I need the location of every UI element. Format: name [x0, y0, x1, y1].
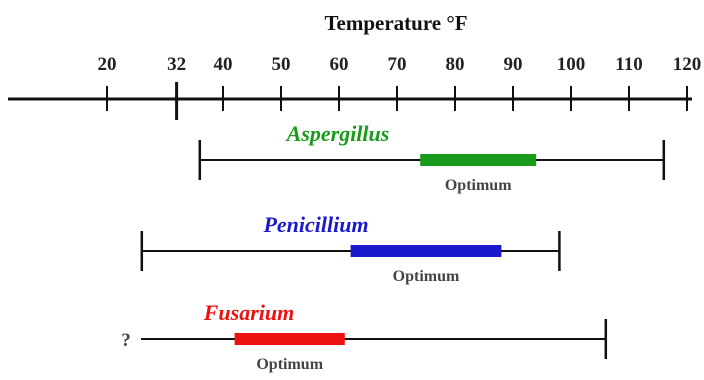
axis-tick-label: 70 — [388, 54, 407, 75]
optimum-label: Optimum — [256, 356, 323, 373]
axis-tick-label: 32 — [167, 54, 186, 75]
range-aspergillus: Aspergillus Optimum — [198, 121, 666, 194]
temperature-axis: 20 32 40 50 60 70 80 90 100 110 120 — [8, 54, 701, 120]
organism-name: Penicillium — [262, 212, 368, 237]
organism-name: Aspergillus — [285, 121, 390, 146]
axis-tick-label: 20 — [98, 54, 117, 75]
axis-tick-label: 50 — [272, 54, 291, 75]
axis-tick-label: 110 — [615, 54, 642, 75]
axis-tick-label: 100 — [557, 54, 586, 75]
diagram-title: Temperature °F — [324, 11, 467, 35]
optimum-label: Optimum — [445, 177, 512, 194]
optimum-bar — [234, 333, 345, 345]
range-penicillium: Penicillium Optimum — [140, 212, 561, 285]
organism-ranges: Aspergillus Optimum Penicillium Optimum? Fus… — [121, 121, 666, 373]
axis-tick-label: 80 — [446, 54, 465, 75]
optimum-label: Optimum — [393, 268, 460, 285]
axis-tick-label: 120 — [673, 54, 702, 75]
axis-tick-label: 60 — [330, 54, 349, 75]
optimum-bar — [420, 154, 537, 166]
axis-tick-label: 40 — [214, 54, 233, 75]
axis-tick-label: 90 — [504, 54, 523, 75]
range-fusarium: ? Fusarium Optimum — [121, 300, 608, 373]
organism-name: Fusarium — [203, 300, 295, 325]
unknown-minimum: ? — [121, 330, 131, 351]
optimum-bar — [350, 245, 502, 257]
